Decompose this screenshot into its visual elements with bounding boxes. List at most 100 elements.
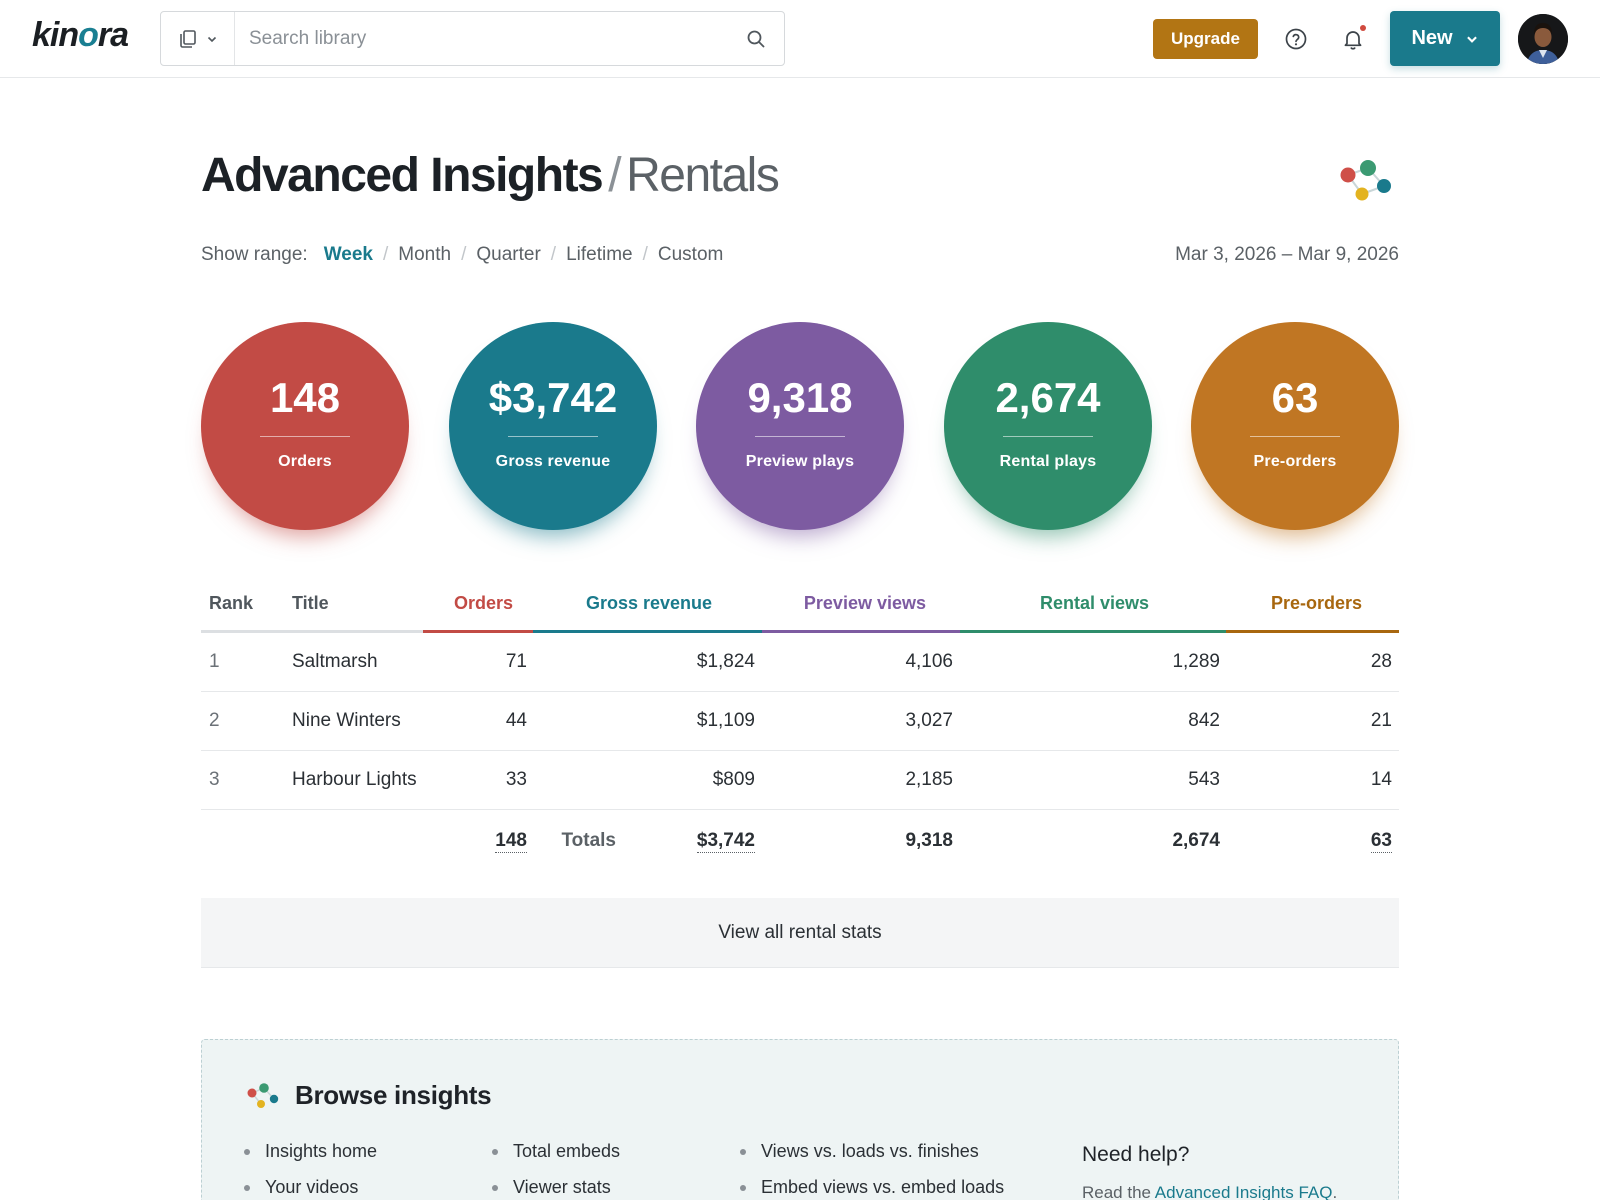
column-header-preview-views[interactable]: Preview views (803, 593, 926, 613)
range-option-week[interactable]: Week (323, 244, 373, 265)
metric-label: Pre-orders (1253, 453, 1337, 470)
need-help-heading: Need help? (1082, 1143, 1190, 1166)
logo-accent: o (78, 16, 99, 54)
totals-rental-views: 2,674 (1172, 830, 1220, 851)
view-all-rental-stats-button[interactable]: View all rental stats (201, 898, 1399, 968)
link-your-videos[interactable]: Your videos (244, 1176, 377, 1200)
metric-pre-orders: 63 Pre-orders (1191, 322, 1399, 530)
cell-title[interactable]: Harbour Lights (292, 769, 417, 790)
link-insights-home[interactable]: Insights home (244, 1140, 377, 1176)
column-header-orders[interactable]: Orders (453, 593, 513, 613)
cell-pre-orders: 14 (1370, 769, 1392, 790)
metric-value: 63 (1271, 374, 1319, 421)
top-bar: kinora Upgrade (0, 0, 1600, 78)
cell-title[interactable]: Saltmarsh (292, 651, 378, 672)
table-row: 1 Saltmarsh 71 $1,824 4,106 1,289 28 (201, 633, 1399, 692)
cell-rank: 3 (209, 769, 220, 790)
header-underline-pre-orders (1226, 630, 1399, 633)
help-icon (1285, 28, 1307, 50)
browse-links-column-1: Insights home Your videos (244, 1140, 377, 1200)
page-title-main: Advanced Insights (201, 149, 604, 202)
metric-rental-plays: 2,674 Rental plays (944, 322, 1152, 530)
need-help-text: Read the Advanced Insights FAQ. (1082, 1183, 1337, 1200)
browse-insights-title: Browse insights (295, 1080, 492, 1110)
range-separator: / (642, 244, 648, 265)
link-total-embeds[interactable]: Total embeds (492, 1140, 620, 1176)
metric-gross-revenue: $3,742 Gross revenue (449, 322, 657, 530)
metric-label: Orders (278, 453, 332, 470)
library-icon (179, 29, 196, 48)
totals-pre-orders-value[interactable]: 63 (1370, 830, 1392, 853)
browse-links-column-2: Total embeds Viewer stats (492, 1140, 620, 1200)
totals-pre-orders[interactable]: 63 (1370, 830, 1392, 853)
header-underline-orders (423, 630, 533, 633)
link-viewer-stats[interactable]: Viewer stats (492, 1176, 620, 1200)
kinora-logo[interactable]: kinora (32, 16, 129, 55)
metric-divider (260, 436, 350, 437)
totals-label: Totals (561, 830, 616, 851)
cell-orders: 33 (505, 769, 527, 790)
notification-dot (1360, 25, 1366, 31)
totals-preview-views: 9,318 (905, 830, 953, 851)
user-avatar[interactable] (1518, 14, 1568, 64)
title-separator: / (608, 149, 621, 202)
header-underline-gross-revenue (533, 630, 762, 633)
totals-gross-revenue[interactable]: $3,742 (696, 830, 755, 853)
page-title: Advanced Insights / Rentals (201, 148, 780, 203)
table-header: Rank Title Orders Gross revenue Preview … (201, 583, 1399, 633)
range-option-lifetime[interactable]: Lifetime (566, 244, 633, 265)
range-option-month[interactable]: Month (398, 244, 452, 265)
totals-gross-revenue-value[interactable]: $3,742 (696, 830, 755, 853)
cell-pre-orders: 21 (1370, 710, 1392, 731)
top-titles-table: Rank Title Orders Gross revenue Preview … (201, 583, 1399, 899)
column-header-pre-orders[interactable]: Pre-orders (1270, 593, 1362, 613)
table-row: 3 Harbour Lights 33 $809 2,185 543 14 (201, 751, 1399, 810)
upgrade-button[interactable]: Upgrade (1153, 19, 1258, 59)
totals-orders[interactable]: 148 (495, 830, 527, 853)
cell-rank: 1 (209, 651, 220, 672)
help-button[interactable] (1280, 23, 1312, 55)
logo-suffix: ra (97, 16, 129, 54)
insights-molecule-icon (247, 1083, 279, 1108)
metric-value: 2,674 (995, 374, 1101, 421)
totals-orders-value[interactable]: 148 (495, 830, 527, 853)
metric-divider (1250, 436, 1340, 437)
metric-divider (755, 436, 845, 437)
chevron-down-icon (1466, 36, 1477, 43)
range-separator: / (382, 244, 389, 265)
range-selector: Show range: Week / Month / Quarter / Lif… (201, 244, 723, 266)
new-button[interactable]: New (1390, 11, 1500, 66)
metric-preview-plays: 9,318 Preview plays (696, 322, 904, 530)
column-header-gross-revenue[interactable]: Gross revenue (585, 593, 712, 613)
cell-preview-views: 3,027 (905, 710, 953, 731)
cell-orders: 71 (505, 651, 527, 672)
search-button[interactable] (742, 25, 770, 53)
page-title-section: Rentals (626, 149, 780, 202)
help-suffix: . (1332, 1183, 1338, 1200)
cell-pre-orders: 28 (1370, 651, 1392, 672)
browse-insights-panel: Browse insights Insights home Your video… (201, 1039, 1399, 1200)
link-views-loads-finishes[interactable]: Views vs. loads vs. finishes (740, 1140, 1004, 1176)
metric-value: 148 (269, 374, 341, 421)
cell-rental-views: 543 (1188, 769, 1220, 790)
library-filter-button[interactable] (161, 12, 235, 65)
metric-label: Preview plays (745, 453, 855, 470)
notifications-button[interactable] (1337, 23, 1369, 55)
cell-preview-views: 2,185 (905, 769, 953, 790)
library-search (160, 11, 785, 66)
cell-gross-revenue: $1,824 (696, 651, 755, 672)
column-header-rental-views[interactable]: Rental views (1039, 593, 1149, 613)
metric-divider (508, 436, 598, 437)
avatar-image (1518, 14, 1568, 64)
range-separator: / (461, 244, 467, 265)
range-option-quarter[interactable]: Quarter (476, 244, 541, 265)
advanced-insights-faq-link[interactable]: Advanced Insights FAQ (1154, 1183, 1333, 1200)
cell-title[interactable]: Nine Winters (292, 710, 401, 731)
cell-gross-revenue: $809 (712, 769, 755, 790)
link-embed-views-loads[interactable]: Embed views vs. embed loads (740, 1176, 1004, 1200)
help-prefix: Read the (1082, 1183, 1151, 1200)
range-option-custom[interactable]: Custom (657, 244, 724, 265)
search-input[interactable] (249, 24, 729, 54)
new-button-label: New (1411, 27, 1453, 49)
range-label: Show range: (201, 244, 308, 265)
